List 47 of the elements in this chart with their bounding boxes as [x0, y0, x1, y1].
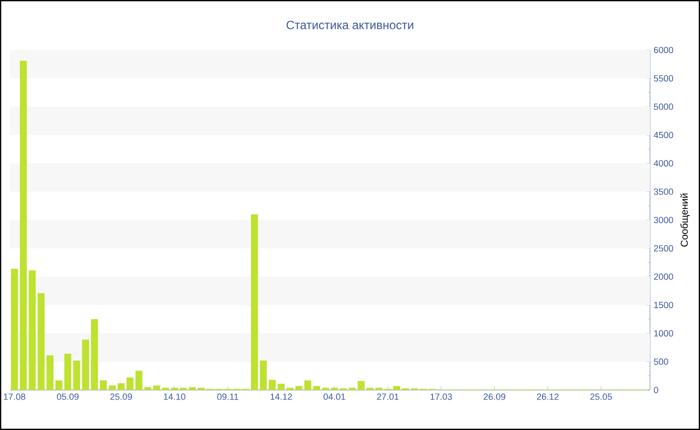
- y-tick-label: 1000: [654, 330, 674, 337]
- y-axis-title: Сообщений: [680, 194, 690, 247]
- y-tick-label: 5000: [654, 103, 674, 110]
- x-tick-label: 17.03: [430, 394, 452, 400]
- x-tick-label: 09.11: [217, 394, 238, 400]
- bar: [268, 380, 276, 390]
- x-tick-label: 26.09: [484, 394, 506, 400]
- bar: [135, 370, 142, 390]
- y-tick-label: 500: [654, 358, 668, 365]
- bar: [278, 384, 285, 390]
- bar: [250, 214, 258, 390]
- x-tick-label: 05.09: [56, 394, 79, 400]
- bar: [20, 60, 27, 390]
- x-tick-label: 17.08: [4, 394, 26, 400]
- bar: [118, 383, 125, 390]
- bar: [46, 355, 54, 390]
- bar: [260, 360, 267, 390]
- x-tick-label: 14.10: [164, 394, 186, 400]
- bar: [28, 270, 36, 390]
- x-tick-label: 26.12: [537, 394, 559, 400]
- bar: [358, 380, 365, 390]
- x-tick-label: 27.01: [377, 394, 399, 400]
- y-tick-label: 3000: [654, 216, 674, 224]
- bar: [82, 340, 90, 390]
- bar: [55, 380, 62, 390]
- y-tick-label: 1500: [654, 302, 674, 308]
- x-tick-label: 25.05: [590, 394, 612, 400]
- bar: [108, 385, 116, 390]
- bar: [10, 268, 18, 390]
- bar: [295, 386, 302, 390]
- chart-title: Статистика активности: [286, 20, 414, 30]
- y-tick-label: 5500: [654, 75, 674, 82]
- y-tick-label: 0: [654, 386, 658, 394]
- bar: [188, 387, 196, 390]
- y-tick-label: 4000: [654, 160, 674, 167]
- bar: [126, 378, 134, 390]
- y-tick-label: 2500: [654, 245, 674, 252]
- x-tick-label: 04.01: [324, 394, 346, 400]
- y-tick-label: 3500: [654, 188, 674, 195]
- y-tick-label: 2000: [654, 273, 674, 280]
- bar: [100, 380, 107, 390]
- y-tick-label: 4500: [654, 132, 674, 138]
- x-tick-label: 14.12: [270, 394, 292, 400]
- x-tick-label: 25.09: [110, 394, 132, 400]
- bar: [90, 319, 98, 390]
- bar: [38, 293, 45, 390]
- y-tick-label: 6000: [654, 46, 674, 54]
